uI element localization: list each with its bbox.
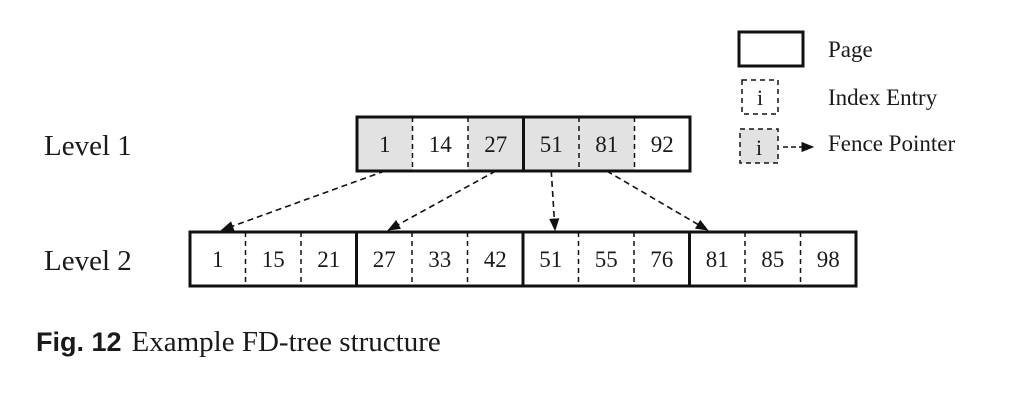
figure-number: Fig. 12: [36, 327, 122, 357]
level-2-page: 51 55 76: [521, 230, 691, 288]
index-entry-cell: [245, 232, 301, 286]
entry-value: 1: [379, 132, 391, 157]
legend-fence-pointer-symbol: i: [756, 135, 762, 160]
entry-value: 76: [650, 247, 673, 272]
entry-value: 98: [817, 247, 840, 272]
level-1-page: 1 14 27: [355, 115, 525, 173]
legend-fence-pointer-box: [739, 128, 779, 164]
index-entry-cell: [467, 232, 523, 286]
entry-value: 14: [429, 132, 453, 157]
index-entry-cell: [800, 232, 856, 286]
level-1-page: 51 81 92: [522, 115, 692, 173]
fence-pointer-arrow: [220, 170, 386, 231]
entry-value: 15: [262, 247, 285, 272]
page-border: [522, 115, 692, 173]
index-entry-cell: [745, 232, 801, 286]
legend-index-entry-symbol: i: [757, 85, 763, 110]
fence-pointer-arrow: [606, 170, 709, 231]
level-2-label: Level 2: [44, 245, 132, 277]
level-2-page: 27 33 42: [355, 230, 525, 288]
entry-value: 51: [539, 247, 562, 272]
entry-value: 81: [595, 132, 618, 157]
level-2-page: 1 15 21: [188, 230, 358, 288]
legend-index-entry-box: [741, 79, 779, 115]
legend-page-label: Page: [828, 37, 873, 62]
fence-pointer-cell: [523, 117, 579, 171]
fence-pointer-cell: [579, 117, 635, 171]
index-entry-cell: [634, 117, 690, 171]
level-2-page: 81 85 98: [688, 230, 858, 288]
entry-value: 27: [373, 247, 396, 272]
fence-pointer-cell: [468, 117, 524, 171]
fence-pointer-arrow: [549, 170, 560, 232]
index-entry-cell: [190, 232, 246, 286]
page-border: [688, 230, 858, 288]
entry-value: 27: [484, 132, 507, 157]
fence-pointer-arrow: [387, 170, 497, 231]
figure-caption: Fig. 12 Example FD-tree structure: [36, 326, 441, 359]
index-entry-cell: [578, 232, 634, 286]
fence-pointer-arrows: [220, 170, 709, 232]
index-entry-cell: [523, 232, 579, 286]
index-entry-cell: [689, 232, 745, 286]
legend-page-box: [737, 30, 805, 68]
index-entry-cell: [634, 232, 690, 286]
entry-value: 85: [761, 247, 784, 272]
fence-pointer-cell: [357, 117, 413, 171]
entry-value: 1: [212, 247, 224, 272]
entry-value: 81: [706, 247, 729, 272]
legend-fence-pointer-label: Fence Pointer: [828, 131, 955, 156]
level-2-pages: 1 15 21 27 33 42 51 55 76 81 85 98: [188, 230, 858, 288]
level-1-label: Level 1: [44, 130, 132, 162]
entry-value: 92: [651, 132, 674, 157]
entry-value: 33: [428, 247, 451, 272]
index-entry-cell: [412, 117, 468, 171]
entry-value: 42: [484, 247, 507, 272]
entry-value: 21: [317, 247, 340, 272]
caption-text: Example FD-tree structure: [131, 326, 441, 358]
index-entry-cell: [356, 232, 412, 286]
index-entry-cell: [412, 232, 468, 286]
entry-value: 51: [540, 132, 563, 157]
legend-index-entry-label: Index Entry: [828, 85, 938, 110]
entry-value: 55: [595, 247, 618, 272]
legend: Page i Index Entry i Fence Pointer: [737, 30, 955, 164]
level-1-pages: 1 14 27 51 81 92: [355, 115, 692, 173]
index-entry-cell: [301, 232, 357, 286]
